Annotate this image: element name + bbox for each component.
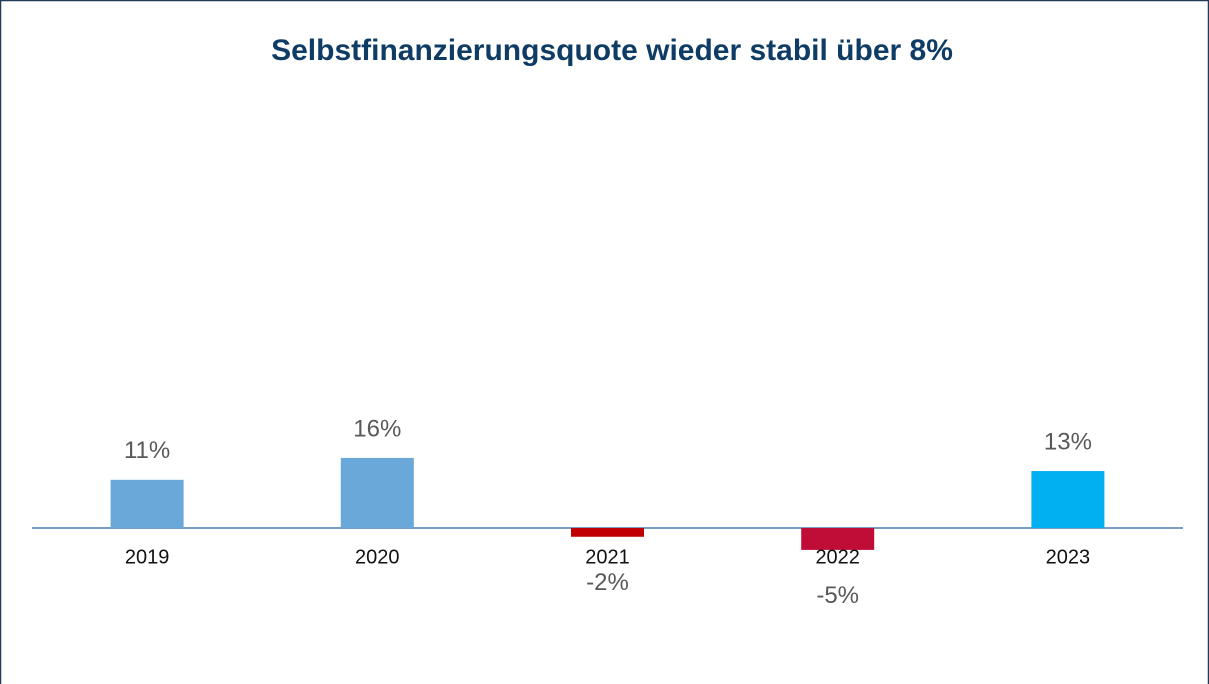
value-label: 13% bbox=[1044, 428, 1092, 455]
value-label: 16% bbox=[353, 415, 401, 442]
bar bbox=[571, 528, 644, 537]
value-label: 11% bbox=[124, 437, 170, 464]
x-tick-label: 2020 bbox=[355, 546, 400, 568]
x-tick-label: 2023 bbox=[1046, 546, 1091, 568]
value-label: -5% bbox=[816, 582, 859, 609]
bar bbox=[801, 528, 875, 550]
bar bbox=[110, 479, 184, 528]
x-tick-label: 2022 bbox=[815, 546, 860, 568]
x-tick-label: 2019 bbox=[125, 546, 170, 568]
bar bbox=[340, 457, 414, 528]
x-tick-label: 2021 bbox=[585, 546, 630, 568]
chart-title: Selbstfinanzierungsquote wieder stabil ü… bbox=[271, 34, 953, 67]
value-label: -2% bbox=[586, 569, 629, 596]
bar bbox=[1031, 471, 1105, 528]
